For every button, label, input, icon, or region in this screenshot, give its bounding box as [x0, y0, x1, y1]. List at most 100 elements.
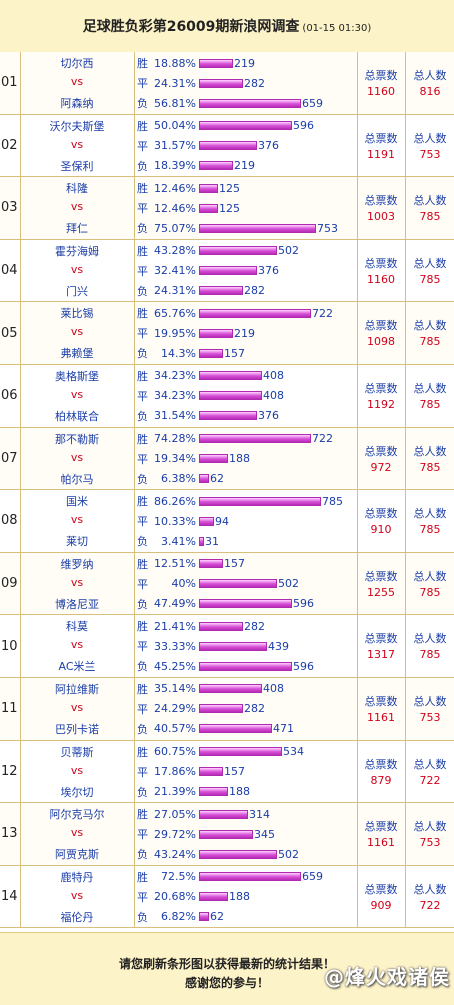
total-votes-label: 总票数	[364, 507, 398, 521]
total-people-label: 总人数	[413, 381, 447, 395]
odds-draw-count: 439	[268, 639, 289, 653]
total-votes: 总票数 1160	[358, 52, 404, 114]
odds-draw: 平 20.68% 188	[137, 888, 250, 906]
odds-win-percent: 12.51%	[154, 557, 196, 571]
total-votes: 总票数 1098	[358, 302, 404, 364]
odds-loss-label: 负	[137, 535, 148, 549]
refresh-notice: 请您刷新条形图以获得最新的统计结果！	[118, 957, 335, 971]
total-people: 总人数 722	[406, 741, 454, 803]
teams: 维罗纳 vs 博洛尼亚	[20, 553, 134, 615]
match-table: 01 切尔西 vs 阿森纳 胜 18.88% 219 平 24.31%	[0, 52, 454, 929]
total-votes-value: 1161	[367, 710, 395, 724]
odds-draw-percent: 29.72%	[154, 827, 196, 841]
match-row: 07 那不勒斯 vs 帕尔马 胜 74.28% 722 平 19.34%	[0, 427, 454, 491]
odds-draw-count: 282	[244, 76, 265, 90]
odds-loss-label: 负	[137, 347, 148, 361]
odds-loss-bar	[199, 286, 243, 296]
odds-loss: 负 45.25% 596	[137, 657, 314, 675]
total-votes: 总票数 1160	[358, 240, 404, 302]
odds-draw: 平 24.31% 282	[137, 74, 265, 92]
odds-draw-label: 平	[137, 452, 148, 466]
total-people-value: 785	[419, 648, 441, 662]
total-people-value: 753	[419, 836, 441, 850]
odds-loss: 负 14.3% 157	[137, 344, 245, 362]
total-votes-value: 909	[370, 898, 392, 912]
odds-win-count: 125	[219, 181, 240, 195]
total-people: 总人数 785	[406, 553, 454, 615]
odds-draw: 平 32.41% 376	[137, 262, 279, 280]
teams: 科隆 vs 拜仁	[20, 177, 134, 239]
odds-win-count: 785	[322, 494, 343, 508]
total-votes-label: 总票数	[364, 319, 398, 333]
odds-win-count: 408	[263, 369, 284, 383]
odds-draw-percent: 31.57%	[154, 139, 196, 153]
odds-loss-count: 219	[234, 159, 255, 173]
odds-loss-count: 188	[229, 785, 250, 799]
odds-draw-bar	[199, 704, 243, 714]
vs-label: vs	[70, 75, 84, 88]
update-timestamp: (01-15 01:30)	[302, 23, 372, 34]
odds-draw-percent: 19.95%	[154, 326, 196, 340]
total-people: 总人数 816	[406, 52, 454, 114]
odds-win-bar	[199, 872, 301, 882]
odds-win-label: 胜	[137, 557, 148, 571]
total-votes-label: 总票数	[364, 444, 398, 458]
odds-loss-percent: 18.39%	[154, 159, 196, 173]
footer: 请您刷新条形图以获得最新的统计结果！ 感谢您的参与！ @烽火戏诸侯	[0, 932, 454, 1005]
odds-loss-bar	[199, 849, 277, 859]
odds-win-count: 408	[263, 682, 284, 696]
odds-win-percent: 60.75%	[154, 745, 196, 759]
total-votes-value: 1160	[367, 272, 395, 286]
odds-draw: 平 40% 502	[137, 575, 299, 593]
odds-draw-percent: 12.46%	[154, 201, 196, 215]
total-votes-value: 1255	[367, 585, 395, 599]
odds-loss-bar	[199, 411, 257, 421]
teams: 那不勒斯 vs 帕尔马	[20, 428, 134, 490]
total-people-label: 总人数	[413, 882, 447, 896]
total-people-value: 785	[419, 585, 441, 599]
total-votes-value: 972	[370, 460, 392, 474]
away-team: 圣保利	[60, 159, 94, 173]
odds-win-bar	[199, 58, 233, 68]
match-row: 06 奥格斯堡 vs 柏林联合 胜 34.23% 408 平 34.23%	[0, 364, 454, 428]
odds-loss-bar	[199, 98, 301, 108]
odds-bars: 胜 21.41% 282 平 33.33% 439 负 45.25% 596	[135, 615, 357, 677]
odds-win-label: 胜	[137, 620, 148, 634]
odds-loss-label: 负	[137, 660, 148, 674]
teams: 莱比锡 vs 弗赖堡	[20, 302, 134, 364]
odds-draw-label: 平	[137, 77, 148, 90]
odds-win-label: 胜	[137, 57, 148, 70]
match-row: 03 科隆 vs 拜仁 胜 12.46% 125 平 12.46% 12	[0, 177, 454, 240]
odds-loss-percent: 56.81%	[154, 96, 196, 110]
total-people: 总人数 753	[406, 678, 454, 740]
total-votes: 总票数 1161	[358, 678, 404, 740]
odds-loss-count: 62	[210, 910, 224, 924]
vs-label: vs	[70, 575, 84, 589]
odds-loss-label: 负	[137, 848, 148, 862]
away-team: 福伦丹	[60, 910, 94, 924]
odds-win-count: 282	[244, 619, 265, 633]
home-team: 霍芬海姆	[55, 244, 99, 258]
odds-draw-bar	[199, 266, 257, 276]
odds-draw-count: 219	[234, 326, 255, 340]
vs-label: vs	[70, 262, 84, 276]
teams: 沃尔夫斯堡 vs 圣保利	[20, 115, 134, 177]
odds-win-count: 314	[249, 807, 270, 821]
total-votes-value: 879	[370, 773, 392, 787]
away-team: 拜仁	[66, 222, 88, 236]
odds-draw-bar	[199, 141, 257, 151]
odds-loss-bar	[199, 599, 292, 609]
vs-label: vs	[70, 387, 84, 401]
odds-loss-percent: 14.3%	[161, 346, 196, 360]
odds-loss-label: 负	[137, 222, 148, 236]
odds-win-percent: 50.04%	[154, 119, 196, 133]
vs-label: vs	[70, 826, 84, 840]
odds-loss: 负 21.39% 188	[137, 783, 250, 801]
odds-win-label: 胜	[137, 745, 148, 759]
teams: 贝蒂斯 vs 埃尔切	[20, 741, 134, 803]
vs-label: vs	[70, 325, 84, 339]
home-team: 奥格斯堡	[55, 369, 99, 383]
odds-win-count: 534	[283, 745, 304, 759]
total-people: 总人数 785	[406, 177, 454, 239]
